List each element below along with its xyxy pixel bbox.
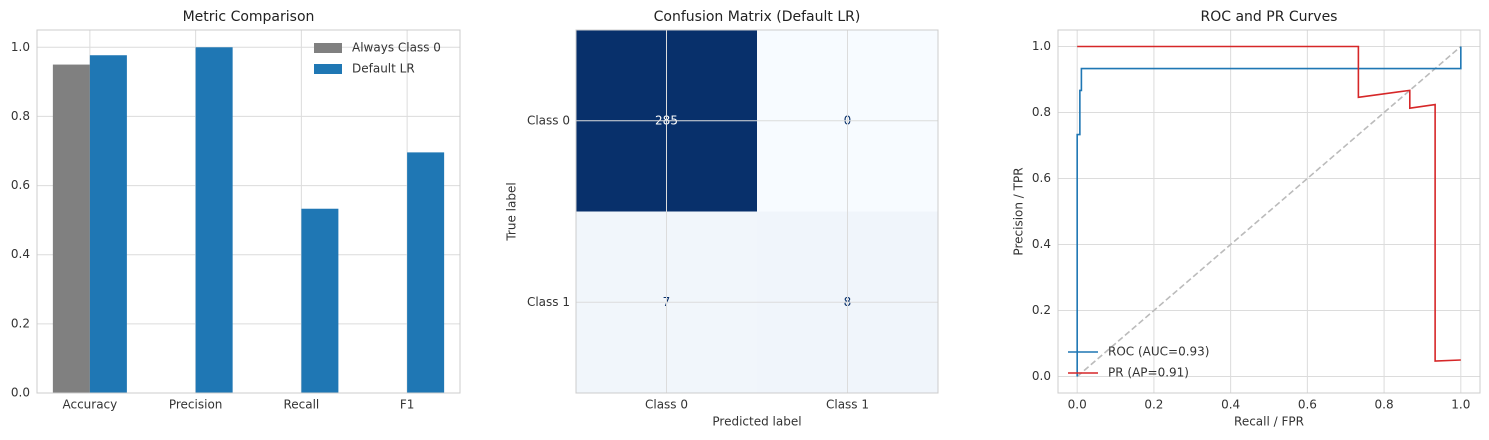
x-tick-label: Precision <box>169 398 223 412</box>
y-axis-label: Precision / TPR <box>1012 167 1026 255</box>
line <box>1077 45 1461 362</box>
y-tick-label: 0.8 <box>1032 105 1051 119</box>
legend-label: PR (AP=0.91) <box>1108 366 1189 380</box>
axes-frame <box>1057 29 1481 394</box>
y-tick-label: 0.6 <box>1032 171 1051 185</box>
axes-frame <box>36 29 461 394</box>
x-axis-label: Predicted label <box>712 415 801 429</box>
legend-swatch <box>314 43 342 53</box>
x-tick-label: 0.0 <box>1068 398 1087 412</box>
y-tick-label: 0.8 <box>11 109 30 123</box>
y-tick-label: 0.0 <box>11 386 30 400</box>
y-tick-label: 0.4 <box>1032 237 1051 251</box>
legend-label: Always Class 0 <box>352 41 441 55</box>
x-tick-label: 0.8 <box>1375 398 1394 412</box>
y-tick-label: 0.2 <box>11 316 30 330</box>
reference-line <box>1076 45 1462 378</box>
x-tick-label: 0.2 <box>1144 398 1163 412</box>
legend-label: ROC (AUC=0.93) <box>1108 345 1209 359</box>
x-tick-label: 0.4 <box>1221 398 1240 412</box>
x-tick-label: Recall <box>283 398 319 412</box>
y-tick-label: 1.0 <box>1032 39 1051 53</box>
y-tick-label: 0.0 <box>1032 369 1051 383</box>
y-tick-label: 1.0 <box>11 40 30 54</box>
y-tick-label: Class 0 <box>527 113 570 127</box>
chart-title: Metric Comparison <box>183 9 315 25</box>
x-tick-label: Class 1 <box>826 398 869 412</box>
x-tick-label: Accuracy <box>62 398 117 412</box>
y-tick-label: 0.6 <box>11 178 30 192</box>
bar <box>89 55 127 393</box>
x-tick-label: Class 0 <box>645 398 688 412</box>
bar <box>301 208 339 393</box>
bar <box>52 64 90 394</box>
axes-frame <box>575 29 939 394</box>
y-tick-label: Class 1 <box>527 295 570 309</box>
x-tick-label: F1 <box>400 398 415 412</box>
y-tick-label: 0.2 <box>1032 303 1051 317</box>
bar <box>195 47 233 394</box>
chart-title: ROC and PR Curves <box>1201 9 1338 25</box>
chart-title: Confusion Matrix (Default LR) <box>654 9 861 25</box>
x-axis-label: Recall / FPR <box>1234 415 1304 429</box>
line <box>1076 46 1462 377</box>
legend-swatch <box>314 64 342 74</box>
y-tick-label: 0.4 <box>11 247 30 261</box>
x-tick-label: 0.6 <box>1298 398 1317 412</box>
x-tick-label: 1.0 <box>1451 398 1470 412</box>
legend-label: Default LR <box>352 62 415 76</box>
y-axis-label: True label <box>505 182 519 241</box>
bar <box>407 152 445 393</box>
